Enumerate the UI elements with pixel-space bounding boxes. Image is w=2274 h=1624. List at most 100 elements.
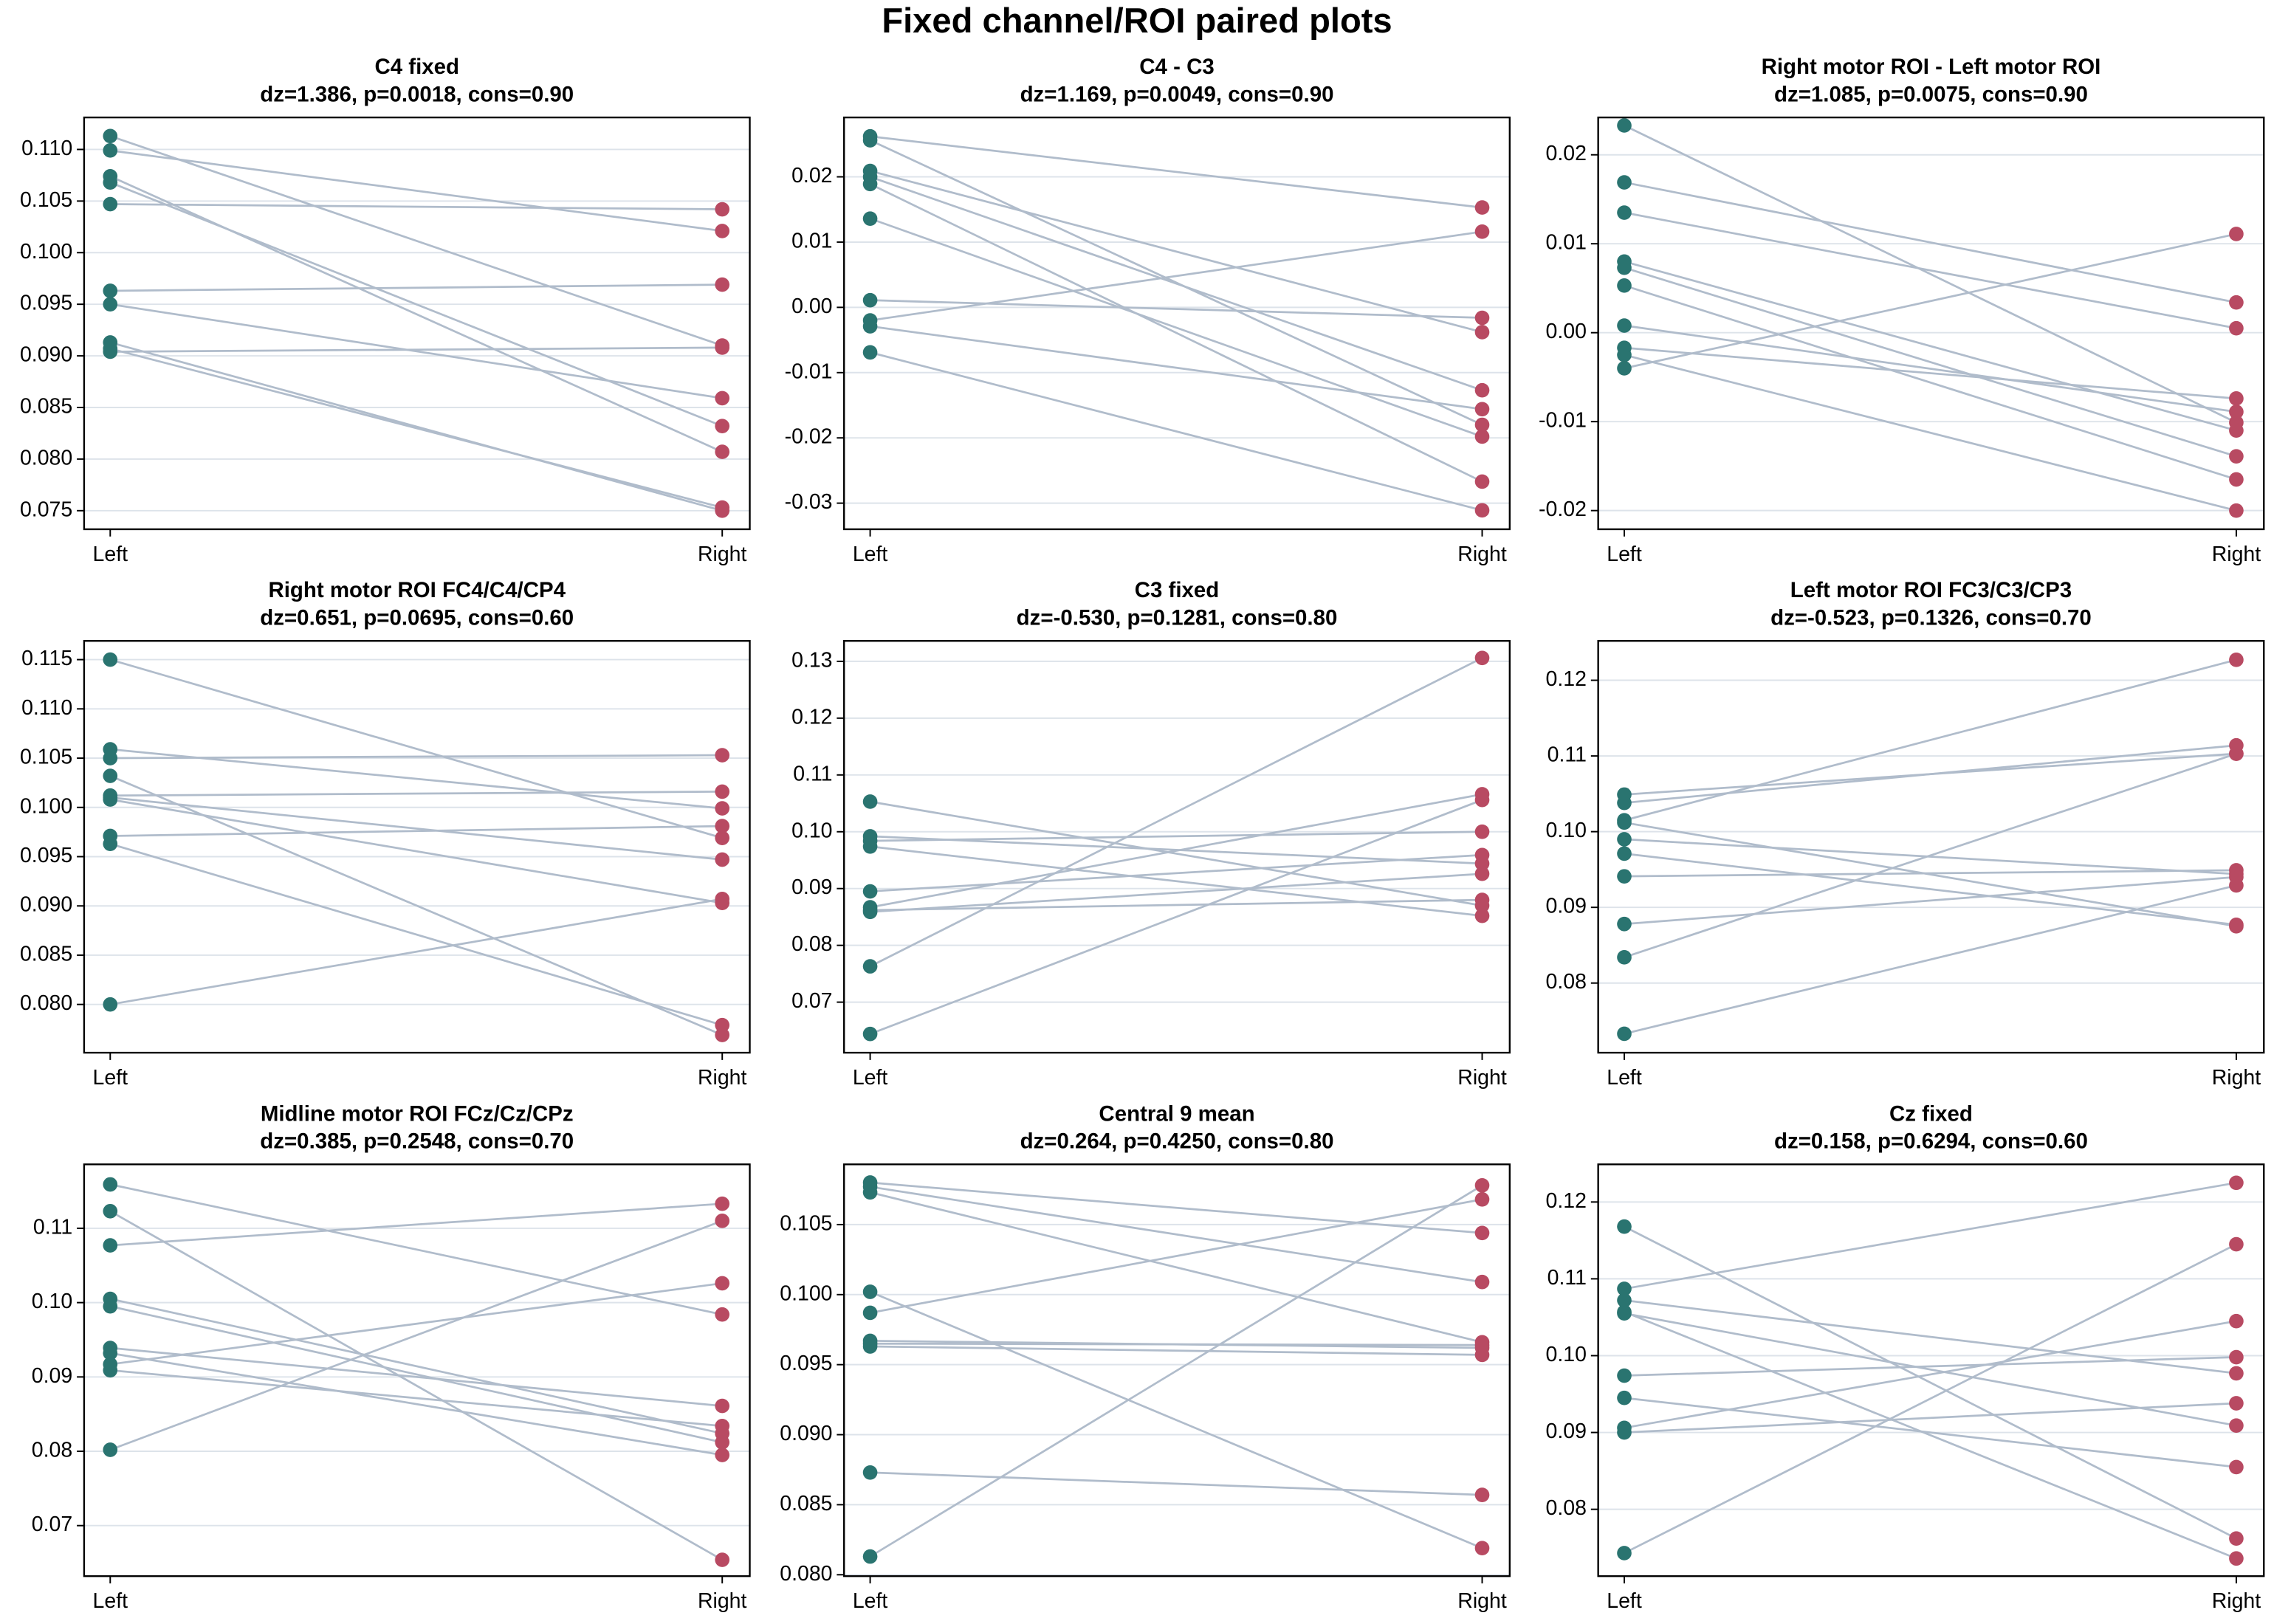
left-point (1617, 318, 1632, 333)
plot-frame (843, 640, 1511, 1054)
x-tick-label: Left (1607, 1066, 1642, 1090)
pair-line (870, 793, 1483, 909)
right-point (715, 419, 730, 433)
right-point (2229, 295, 2244, 310)
pair-line (110, 303, 723, 399)
right-point (2229, 405, 2244, 419)
left-point (103, 175, 118, 190)
left-point (862, 839, 878, 854)
y-tick-label: 0.00 (791, 295, 832, 318)
pair-line (110, 149, 723, 233)
right-point (2229, 1236, 2244, 1252)
pair-line (1624, 1356, 2236, 1377)
y-tick-label: 0.02 (1546, 142, 1587, 165)
right-point (715, 1017, 730, 1033)
y-tick-label: 0.10 (1546, 1343, 1587, 1366)
pair-line (870, 217, 1483, 438)
right-point (1474, 866, 1490, 881)
right-point (2229, 1366, 2244, 1381)
y-tick-label: 0.12 (1546, 1189, 1587, 1213)
y-tick-label: 0.085 (20, 942, 72, 966)
pair-line (1624, 744, 2237, 805)
subplot-title: C4 fixed (374, 55, 459, 79)
x-tick-label: Right (2212, 543, 2261, 566)
pair-line (1624, 354, 2237, 512)
left-point (1617, 1390, 1632, 1405)
left-point (1617, 950, 1632, 965)
right-point (1474, 792, 1490, 808)
y-tick-label: 0.095 (20, 844, 72, 867)
plot-frame (1597, 640, 2265, 1054)
right-point (715, 1196, 730, 1211)
pair-line (870, 1471, 1483, 1496)
pair-line (110, 898, 723, 1006)
left-point (1617, 815, 1632, 830)
left-point (103, 297, 118, 312)
pair-line (870, 1181, 1483, 1234)
right-point (1474, 224, 1490, 239)
y-tick-label: 0.11 (793, 762, 832, 785)
left-point (103, 143, 118, 158)
pair-line (110, 1346, 723, 1407)
left-point (103, 1346, 118, 1360)
pair-line (109, 341, 723, 512)
y-tick-label: -0.02 (1539, 498, 1587, 521)
y-tick-label: 0.10 (32, 1290, 72, 1313)
pair-line (870, 1345, 1483, 1356)
left-point (103, 652, 118, 667)
left-point (862, 345, 878, 360)
y-tick-label: -0.01 (785, 359, 833, 383)
y-tick-label: 0.090 (20, 893, 72, 917)
y-tick-label: 0.110 (21, 137, 72, 160)
pair-line (870, 800, 1483, 907)
pair-line (870, 1186, 1483, 1284)
x-tick-label: Left (93, 1589, 128, 1613)
pair-line (110, 203, 723, 210)
left-point (1617, 795, 1632, 811)
pair-line (109, 181, 723, 427)
y-tick-label: 0.105 (780, 1211, 832, 1235)
pair-line (870, 1290, 1483, 1549)
left-point (1617, 846, 1632, 861)
pair-line (110, 1352, 723, 1456)
plot-frame (83, 640, 751, 1054)
right-point (2229, 1418, 2244, 1434)
right-point (715, 819, 730, 833)
subplot-title: C4 - C3 (1139, 55, 1214, 79)
pair-line (109, 774, 723, 1036)
y-tick-label: 0.09 (1546, 1420, 1587, 1443)
x-tick-label: Left (853, 1066, 888, 1090)
pair-line (1624, 124, 2237, 424)
left-point (103, 1363, 118, 1378)
left-point (1617, 260, 1632, 275)
pair-line (870, 135, 1483, 209)
pair-line (1624, 821, 2237, 928)
left-point (103, 1238, 118, 1253)
left-point (862, 794, 878, 809)
pair-line (109, 1210, 723, 1561)
y-tick-label: 0.08 (1546, 1496, 1587, 1520)
right-point (2229, 917, 2244, 932)
right-point (2229, 746, 2244, 761)
pair-line (870, 1191, 1483, 1343)
y-tick-label: 0.110 (21, 696, 72, 720)
y-tick-label: 0.090 (780, 1422, 832, 1445)
y-tick-label: 0.10 (791, 819, 832, 842)
right-point (2229, 1313, 2244, 1329)
left-point (862, 1339, 878, 1354)
pair-line (870, 351, 1483, 512)
right-point (715, 224, 730, 238)
left-point (862, 133, 878, 148)
right-point (715, 1448, 730, 1462)
y-tick-label: 0.105 (20, 188, 72, 212)
left-point (1617, 832, 1632, 847)
left-point (103, 283, 118, 298)
left-point (103, 997, 118, 1012)
right-point (2229, 878, 2244, 893)
left-point (862, 1026, 878, 1042)
right-point (2229, 1531, 2244, 1546)
left-point (862, 292, 878, 308)
pair-line (1624, 181, 2237, 304)
